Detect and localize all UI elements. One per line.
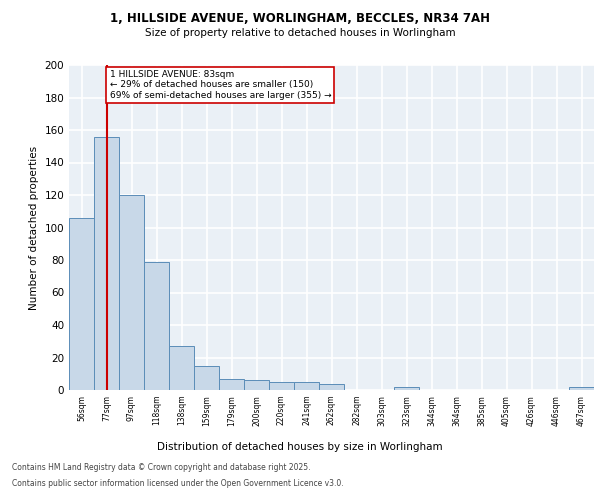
- Text: Contains public sector information licensed under the Open Government Licence v3: Contains public sector information licen…: [12, 478, 344, 488]
- Bar: [94, 136, 119, 390]
- Bar: [69, 218, 94, 390]
- Bar: [144, 262, 169, 390]
- Text: Contains HM Land Registry data © Crown copyright and database right 2025.: Contains HM Land Registry data © Crown c…: [12, 464, 311, 472]
- Bar: [394, 387, 419, 390]
- Text: Distribution of detached houses by size in Worlingham: Distribution of detached houses by size …: [157, 442, 443, 452]
- Bar: [294, 382, 319, 390]
- Text: 1 HILLSIDE AVENUE: 83sqm
← 29% of detached houses are smaller (150)
69% of semi-: 1 HILLSIDE AVENUE: 83sqm ← 29% of detach…: [110, 70, 331, 100]
- Y-axis label: Number of detached properties: Number of detached properties: [29, 146, 39, 310]
- Bar: [569, 387, 594, 390]
- Bar: [319, 384, 344, 390]
- Bar: [194, 366, 219, 390]
- Bar: [244, 380, 269, 390]
- Bar: [269, 382, 294, 390]
- Text: 1, HILLSIDE AVENUE, WORLINGHAM, BECCLES, NR34 7AH: 1, HILLSIDE AVENUE, WORLINGHAM, BECCLES,…: [110, 12, 490, 26]
- Bar: [169, 346, 194, 390]
- Bar: [219, 378, 244, 390]
- Bar: [119, 195, 144, 390]
- Text: Size of property relative to detached houses in Worlingham: Size of property relative to detached ho…: [145, 28, 455, 38]
